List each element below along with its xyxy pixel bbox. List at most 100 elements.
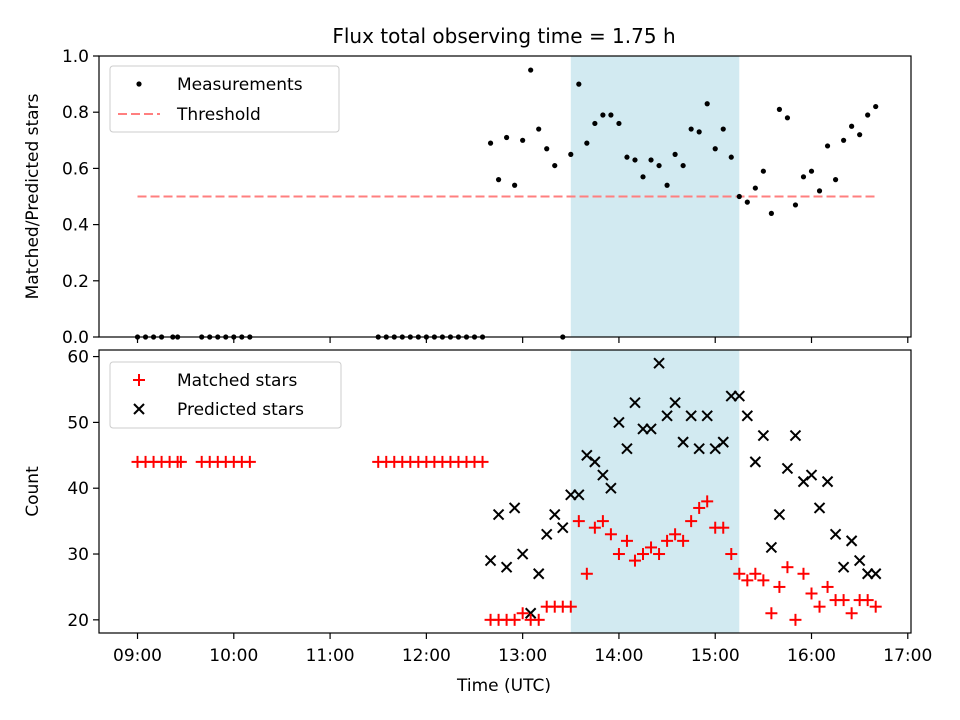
ratio-y-axis-label: Matched/Predicted stars bbox=[23, 93, 43, 299]
matched-point bbox=[532, 613, 545, 626]
measurement-point bbox=[544, 146, 550, 152]
measurement-point bbox=[816, 188, 823, 194]
measurement-point bbox=[800, 174, 807, 180]
measurement-point bbox=[841, 137, 847, 143]
predicted-point bbox=[845, 535, 858, 547]
predicted-point bbox=[597, 469, 609, 481]
matched-point bbox=[661, 534, 674, 547]
measurement-point bbox=[857, 132, 863, 138]
predicted-point bbox=[677, 436, 689, 448]
predicted-point bbox=[573, 489, 585, 501]
measurement-point bbox=[688, 126, 694, 132]
matched-point bbox=[588, 521, 601, 534]
predicted-point bbox=[733, 390, 745, 402]
measurement-point bbox=[520, 137, 526, 143]
matched-point bbox=[749, 567, 762, 580]
matched-point bbox=[741, 574, 754, 587]
x-tick-label: 15:00 bbox=[691, 646, 740, 666]
measurement-point bbox=[832, 177, 839, 183]
predicted-point bbox=[701, 410, 713, 422]
measurement-point bbox=[536, 126, 542, 132]
chart-title: Flux total observing time = 1.75 h bbox=[332, 24, 675, 48]
predicted-point bbox=[629, 396, 641, 409]
x-tick-label: 10:00 bbox=[209, 646, 258, 666]
measurement-point bbox=[504, 134, 510, 141]
predicted-point bbox=[557, 521, 569, 534]
x-tick-label: 14:00 bbox=[594, 646, 643, 666]
measurement-point bbox=[704, 101, 710, 107]
predicted-legend-marker bbox=[133, 403, 145, 415]
measurement-point bbox=[768, 210, 774, 216]
predicted-point bbox=[532, 568, 545, 580]
predicted-point bbox=[741, 410, 754, 422]
measurement-point bbox=[624, 154, 630, 160]
matched-point bbox=[845, 607, 858, 620]
matched-stars-points bbox=[131, 455, 882, 626]
predicted-point bbox=[500, 561, 513, 573]
predicted-point bbox=[749, 456, 762, 468]
measurement-point bbox=[736, 193, 742, 200]
y-tick-label: 0.8 bbox=[62, 103, 89, 123]
matched-point bbox=[717, 521, 730, 534]
predicted-point bbox=[645, 423, 657, 435]
matched-point bbox=[685, 515, 698, 528]
x-tick-label: 17:00 bbox=[883, 646, 932, 666]
observing-window-shade-count bbox=[570, 350, 740, 633]
predicted-point bbox=[621, 443, 633, 455]
predicted-point bbox=[837, 561, 850, 573]
measurement-point bbox=[592, 120, 598, 127]
predicted-point bbox=[829, 528, 842, 540]
matched-point bbox=[612, 548, 625, 561]
matched-point bbox=[733, 567, 746, 580]
predicted-point bbox=[685, 410, 697, 422]
measurement-point bbox=[552, 162, 558, 169]
predicted-point bbox=[869, 568, 882, 580]
measurements-legend-label: Measurements bbox=[177, 75, 303, 95]
predicted-point bbox=[516, 548, 529, 560]
predicted-point bbox=[773, 508, 786, 521]
matched-point bbox=[677, 534, 690, 547]
matched-legend-label: Matched stars bbox=[177, 371, 297, 391]
matched-point bbox=[637, 548, 650, 561]
predicted-point bbox=[693, 443, 705, 455]
measurement-point bbox=[720, 126, 726, 132]
measurement-point bbox=[632, 157, 638, 163]
measurement-point bbox=[696, 129, 702, 135]
measurement-point bbox=[776, 106, 783, 112]
matched-point bbox=[564, 600, 577, 613]
x-tick-label: 13:00 bbox=[498, 646, 547, 666]
matched-legend-marker bbox=[133, 374, 145, 386]
ratio-y-axis: 0.0 0.2 0.4 0.6 0.8 1.0 bbox=[62, 47, 99, 348]
predicted-point bbox=[508, 502, 521, 514]
matched-point bbox=[580, 567, 593, 580]
measurement-point bbox=[744, 199, 750, 205]
measurement-point bbox=[576, 81, 582, 87]
predicted-point bbox=[653, 357, 665, 369]
matched-point bbox=[243, 455, 256, 468]
measurement-point bbox=[664, 182, 670, 188]
matched-point bbox=[604, 528, 617, 541]
y-tick-label: 0.2 bbox=[62, 272, 89, 292]
matched-point bbox=[781, 561, 794, 574]
measurement-point bbox=[600, 112, 606, 118]
ratio-panel: 0.0 0.2 0.4 0.6 0.8 1.0 Matched/Predicted sta… bbox=[23, 47, 912, 348]
measurement-point bbox=[672, 151, 678, 157]
measurement-point bbox=[680, 162, 686, 169]
predicted-point bbox=[757, 429, 770, 442]
ratio-plot-frame bbox=[98, 55, 912, 338]
x-tick-label: 09:00 bbox=[113, 646, 162, 666]
threshold-legend-label: Threshold bbox=[176, 105, 261, 125]
matched-point bbox=[516, 607, 529, 620]
measurement-point bbox=[752, 185, 758, 191]
predicted-point bbox=[589, 456, 601, 468]
measurement-point bbox=[568, 151, 574, 157]
y-tick-label: 20 bbox=[67, 611, 89, 631]
predicted-point bbox=[669, 396, 681, 409]
measurements-legend-marker bbox=[136, 81, 142, 87]
matched-point bbox=[797, 567, 810, 580]
count-y-axis: 20 30 40 50 60 bbox=[67, 348, 99, 631]
matched-point bbox=[773, 580, 786, 593]
predicted-point bbox=[821, 475, 834, 488]
predicted-point bbox=[613, 416, 625, 429]
